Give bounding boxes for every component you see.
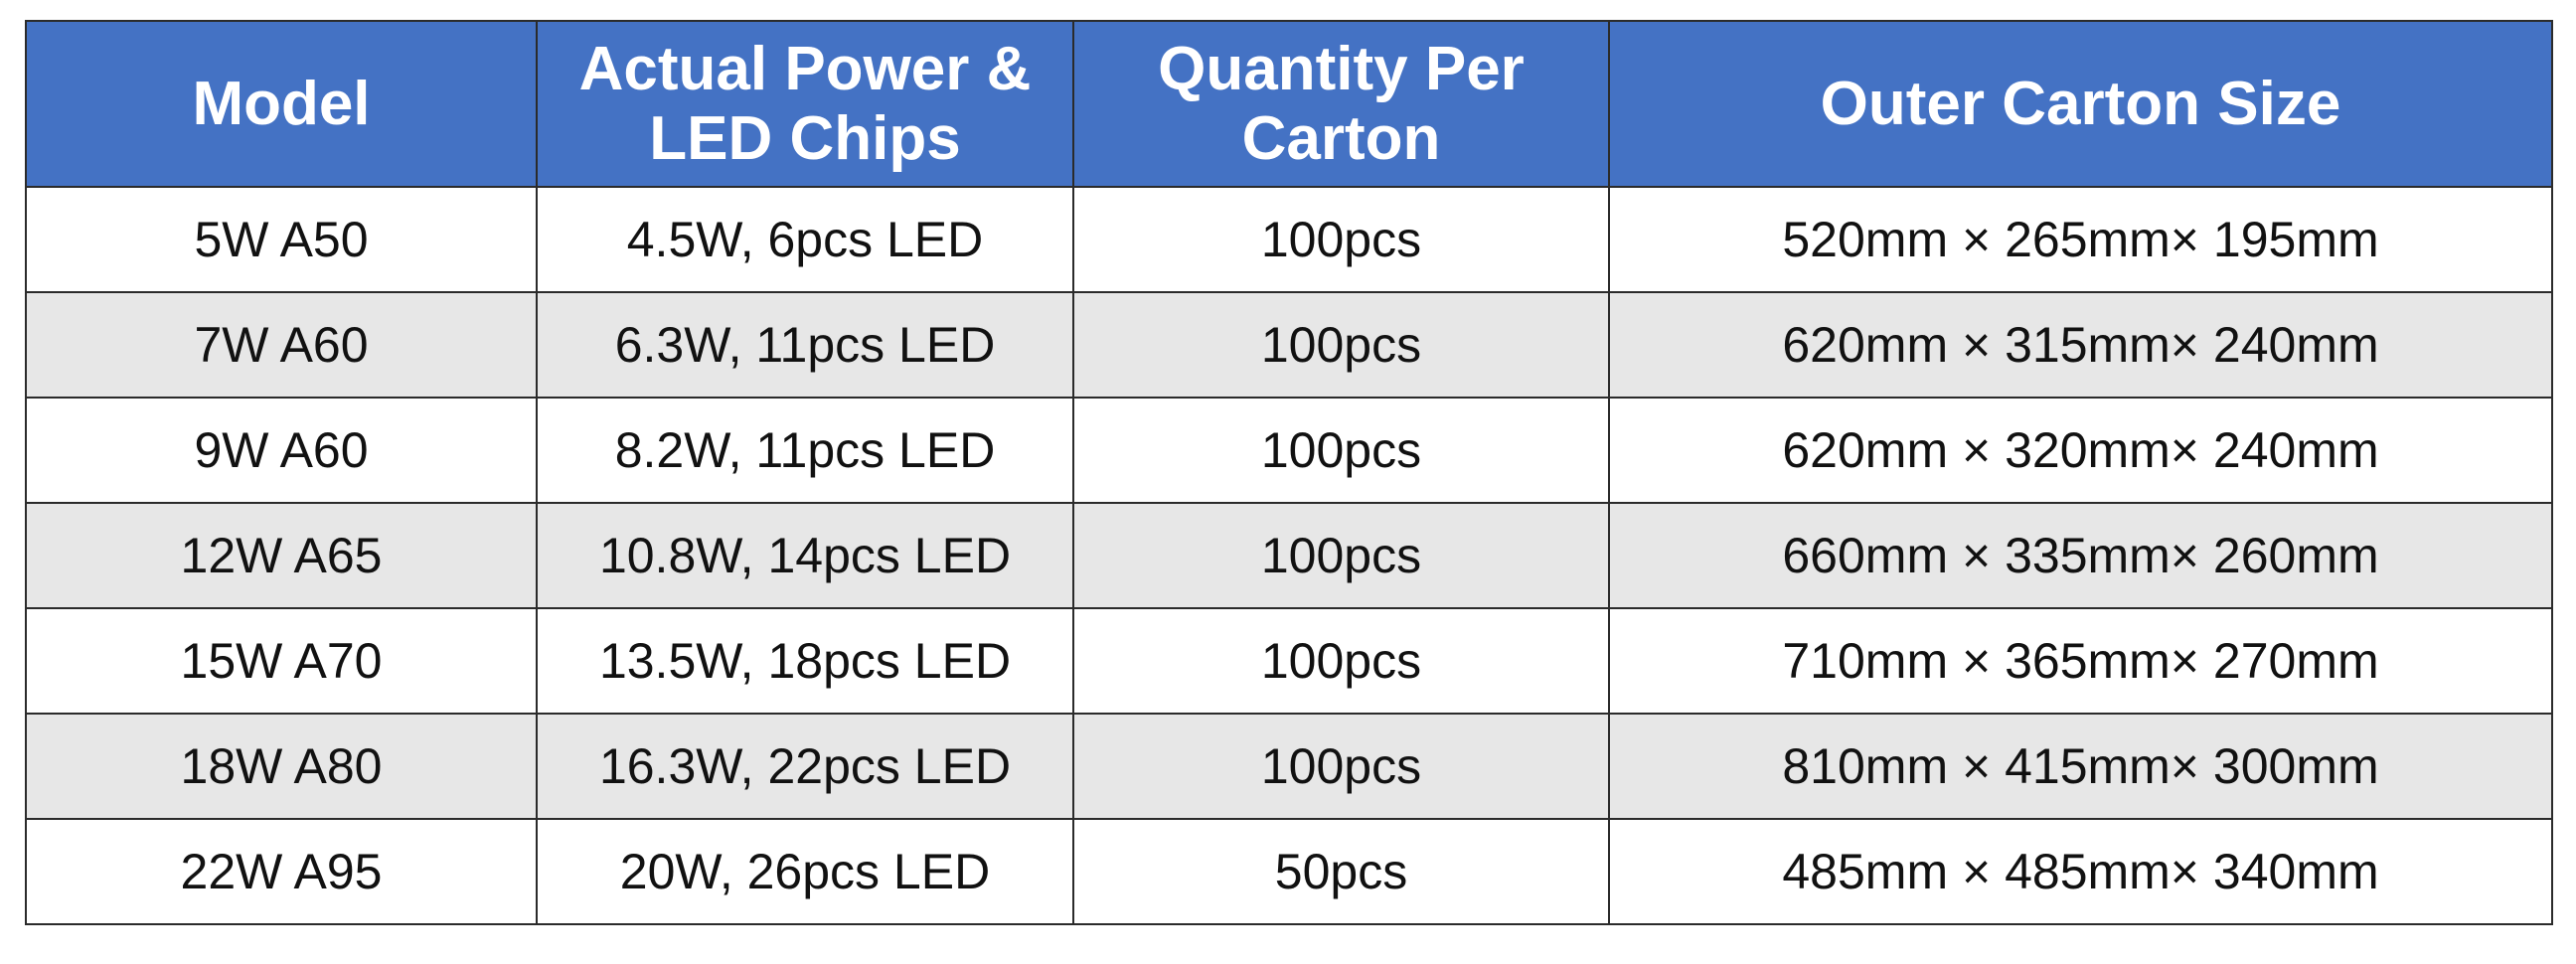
table-cell: 100pcs: [1072, 502, 1610, 609]
table-cell: 4.5W, 6pcs LED: [536, 186, 1074, 293]
table-cell: 100pcs: [1072, 397, 1610, 504]
table-row: 7W A60 6.3W, 11pcs LED 100pcs 620mm × 315mm…: [25, 291, 2553, 399]
table-row: 9W A60 8.2W, 11pcs LED 100pcs 620mm × 320mm…: [25, 397, 2553, 504]
table-row: 12W A65 10.8W, 14pcs LED 100pcs 660mm × 335…: [25, 502, 2553, 609]
header-cell: Quantity Per Carton: [1072, 20, 1610, 188]
header-cell: Model: [25, 20, 538, 188]
spec-table: Model Actual Power & LED Chips Quantity Pe…: [25, 20, 2553, 925]
table-cell: 100pcs: [1072, 713, 1610, 820]
table-cell: 710mm × 365mm× 270mm: [1608, 607, 2553, 715]
table-cell: 485mm × 485mm× 340mm: [1608, 818, 2553, 925]
header-row: Model Actual Power & LED Chips Quantity Pe…: [25, 20, 2553, 188]
table-cell: 810mm × 415mm× 300mm: [1608, 713, 2553, 820]
table-cell: 16.3W, 22pcs LED: [536, 713, 1074, 820]
table-body: 5W A50 4.5W, 6pcs LED 100pcs 520mm × 265mm×…: [25, 186, 2553, 925]
table-row: 22W A95 20W, 26pcs LED 50pcs 485mm × 485mm×…: [25, 818, 2553, 925]
table-row: 15W A70 13.5W, 18pcs LED 100pcs 710mm × 365…: [25, 607, 2553, 715]
table-cell: 12W A65: [25, 502, 538, 609]
table-cell: 10.8W, 14pcs LED: [536, 502, 1074, 609]
table-cell: 50pcs: [1072, 818, 1610, 925]
table-cell: 100pcs: [1072, 291, 1610, 399]
table-row: 5W A50 4.5W, 6pcs LED 100pcs 520mm × 265mm×…: [25, 186, 2553, 293]
table-cell: 5W A50: [25, 186, 538, 293]
header-cell: Outer Carton Size: [1608, 20, 2553, 188]
table-cell: 18W A80: [25, 713, 538, 820]
table-cell: 15W A70: [25, 607, 538, 715]
table-cell: 100pcs: [1072, 607, 1610, 715]
table-cell: 22W A95: [25, 818, 538, 925]
table-cell: 100pcs: [1072, 186, 1610, 293]
table-row: 18W A80 16.3W, 22pcs LED 100pcs 810mm × 415…: [25, 713, 2553, 820]
table-cell: 620mm × 315mm× 240mm: [1608, 291, 2553, 399]
header-cell: Actual Power & LED Chips: [536, 20, 1074, 188]
table-cell: 620mm × 320mm× 240mm: [1608, 397, 2553, 504]
table-cell: 6.3W, 11pcs LED: [536, 291, 1074, 399]
table-cell: 8.2W, 11pcs LED: [536, 397, 1074, 504]
table-cell: 660mm × 335mm× 260mm: [1608, 502, 2553, 609]
table-cell: 9W A60: [25, 397, 538, 504]
table-cell: 520mm × 265mm× 195mm: [1608, 186, 2553, 293]
table-cell: 20W, 26pcs LED: [536, 818, 1074, 925]
table-cell: 13.5W, 18pcs LED: [536, 607, 1074, 715]
table-cell: 7W A60: [25, 291, 538, 399]
